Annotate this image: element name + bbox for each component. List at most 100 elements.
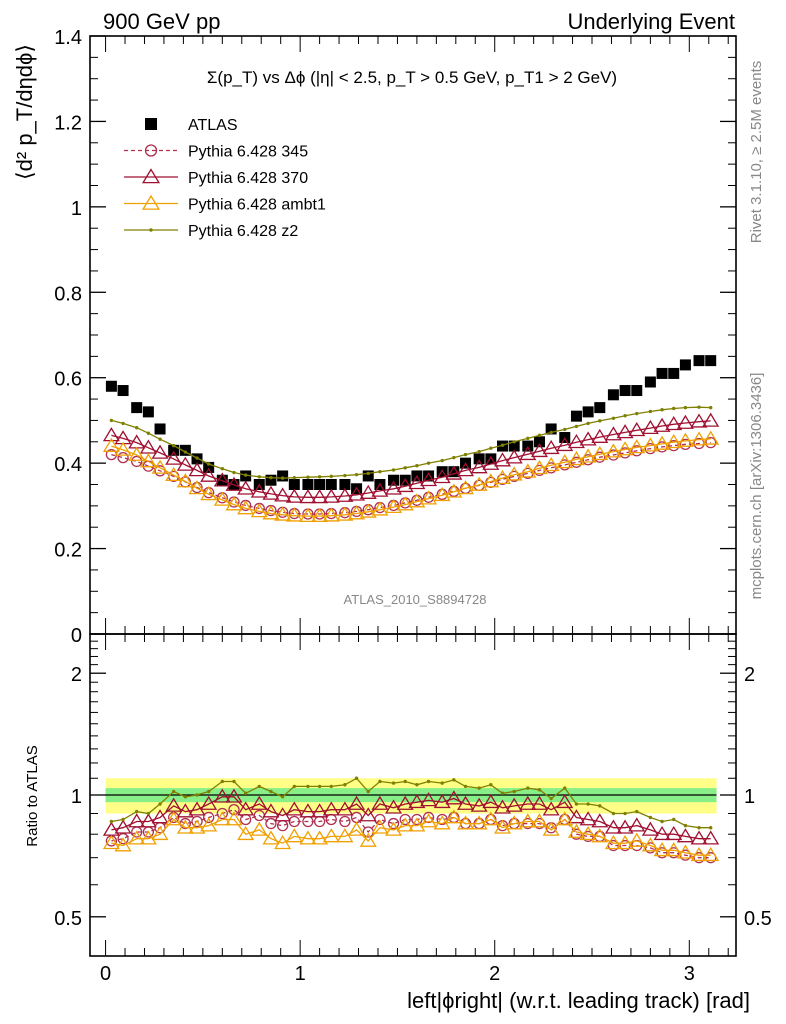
legend-marker-pythia-6-428-370 bbox=[141, 168, 161, 184]
ratio-point-pythia-6-428-345 bbox=[339, 815, 351, 828]
ratio-point-pythia-6-428-370 bbox=[420, 792, 438, 807]
point-atlas bbox=[302, 479, 314, 490]
ratio-point-pythia-6-428-345 bbox=[203, 811, 215, 824]
ratio-point-pythia-6-428-ambt1 bbox=[128, 830, 146, 845]
point-pythia-6-428-ambt1 bbox=[676, 432, 694, 447]
point-pythia-6-428-370 bbox=[322, 488, 340, 503]
ratio-point-pythia-6-428-ambt1 bbox=[151, 825, 169, 841]
point-pythia-6-428-370 bbox=[250, 483, 268, 498]
ratio-point-pythia-6-428-z2 bbox=[134, 809, 139, 814]
ratio-point-pythia-6-428-z2 bbox=[526, 786, 530, 790]
point-pythia-6-428-z2 bbox=[366, 471, 370, 476]
ratio-point-pythia-6-428-370 bbox=[519, 795, 537, 810]
ratio-point-pythia-6-428-ambt1 bbox=[385, 821, 403, 836]
ratio-point-pythia-6-428-z2 bbox=[366, 789, 370, 794]
legend-label-pythia-6-428-370: Pythia 6.428 370 bbox=[188, 170, 308, 187]
ratio-point-pythia-6-428-z2 bbox=[206, 789, 211, 794]
ratio-point-pythia-6-428-370 bbox=[200, 795, 218, 810]
ratio-point-pythia-6-428-z2 bbox=[563, 786, 567, 790]
ratio-point-pythia-6-428-z2 bbox=[672, 817, 676, 822]
ratio-point-pythia-6-428-z2 bbox=[195, 793, 199, 797]
point-pythia-6-428-z2 bbox=[257, 475, 261, 479]
point-pythia-6-428-ambt1 bbox=[336, 506, 354, 521]
point-atlas bbox=[508, 440, 520, 452]
point-atlas bbox=[362, 470, 374, 482]
ratio-point-pythia-6-428-370 bbox=[285, 801, 303, 816]
point-pythia-6-428-z2 bbox=[121, 421, 125, 426]
point-pythia-6-428-ambt1 bbox=[591, 445, 609, 461]
point-pythia-6-428-z2 bbox=[586, 421, 590, 426]
ratio-point-pythia-6-428-z2 bbox=[269, 789, 273, 794]
point-pythia-6-428-370 bbox=[665, 416, 683, 431]
point-atlas bbox=[644, 376, 656, 388]
point-pythia-6-428-ambt1 bbox=[616, 441, 634, 456]
point-atlas bbox=[448, 466, 460, 478]
point-pythia-6-428-z2 bbox=[660, 408, 664, 412]
ratio-point-pythia-6-428-370 bbox=[653, 825, 671, 841]
point-pythia-6-428-z2 bbox=[452, 455, 456, 460]
ratio-point-pythia-6-428-z2 bbox=[477, 786, 481, 790]
point-pythia-6-428-ambt1 bbox=[128, 446, 146, 461]
legend-marker-pythia-6-428-ambt1 bbox=[141, 194, 161, 210]
ratio-point-pythia-6-428-ambt1 bbox=[262, 830, 280, 845]
point-pythia-6-428-370 bbox=[262, 485, 280, 500]
ratio-point-pythia-6-428-ambt1 bbox=[505, 815, 523, 830]
ratio-point-pythia-6-428-z2 bbox=[243, 791, 248, 795]
point-pythia-6-428-ambt1 bbox=[385, 498, 403, 514]
point-pythia-6-428-z2 bbox=[648, 409, 653, 414]
point-atlas bbox=[533, 436, 545, 448]
point-atlas bbox=[436, 466, 448, 478]
point-pythia-6-428-z2 bbox=[697, 405, 701, 409]
ratio-point-pythia-6-428-370 bbox=[151, 809, 169, 824]
point-pythia-6-428-z2 bbox=[317, 475, 322, 479]
point-atlas bbox=[168, 444, 180, 456]
ratio-point-pythia-6-428-ambt1 bbox=[579, 825, 597, 841]
point-pythia-6-428-370 bbox=[567, 433, 585, 449]
header-right: Underlying Event bbox=[567, 9, 735, 34]
point-pythia-6-428-ambt1 bbox=[285, 507, 303, 522]
ratio-point-pythia-6-428-ambt1 bbox=[616, 834, 634, 850]
ratio-point-pythia-6-428-z2 bbox=[121, 817, 125, 822]
legend-marker-pythia-6-428-345 bbox=[144, 144, 158, 157]
point-pythia-6-428-z2 bbox=[598, 419, 602, 423]
point-atlas bbox=[277, 470, 289, 482]
point-pythia-6-428-370 bbox=[274, 487, 292, 502]
point-pythia-6-428-ambt1 bbox=[470, 476, 488, 491]
legend-label-pythia-6-428-z2: Pythia 6.428 z2 bbox=[188, 223, 298, 240]
point-atlas bbox=[314, 479, 326, 490]
point-pythia-6-428-370 bbox=[359, 484, 377, 499]
ratio-point-pythia-6-428-ambt1 bbox=[604, 834, 622, 850]
point-pythia-6-428-z2 bbox=[537, 433, 542, 438]
ratio-point-pythia-6-428-ambt1 bbox=[200, 817, 218, 832]
point-pythia-6-428-z2 bbox=[672, 406, 676, 411]
ratio-point-pythia-6-428-370 bbox=[482, 793, 500, 809]
y-tick-label: 1.4 bbox=[54, 27, 82, 49]
legend-label-pythia-6-428-ambt1: Pythia 6.428 ambt1 bbox=[188, 197, 326, 214]
point-pythia-6-428-370 bbox=[616, 424, 634, 439]
ratio-point-pythia-6-428-370 bbox=[299, 803, 317, 818]
ratio-point-pythia-6-428-ambt1 bbox=[530, 813, 548, 828]
ratio-point-pythia-6-428-345 bbox=[374, 813, 386, 826]
ratio-point-pythia-6-428-z2 bbox=[648, 815, 653, 820]
main-y-axis: 0 0.2 0.4 0.6 0.8 1 1.2 1.4 bbox=[54, 27, 736, 647]
ratio-point-pythia-6-428-ambt1 bbox=[556, 811, 574, 826]
ratio-point-pythia-6-428-ambt1 bbox=[250, 821, 268, 836]
ratio-line-pythia-6-428-370 bbox=[111, 796, 711, 840]
ratio-point-pythia-6-428-z2 bbox=[292, 784, 297, 789]
legend-marker-atlas bbox=[145, 118, 157, 130]
point-pythia-6-428-370 bbox=[470, 459, 488, 474]
ratio-point-pythia-6-428-345 bbox=[399, 813, 411, 826]
ratio-point-pythia-6-428-z2 bbox=[537, 788, 542, 792]
ratio-point-pythia-6-428-370 bbox=[359, 807, 377, 822]
ratio-point-pythia-6-428-345 bbox=[436, 813, 448, 826]
ratio-point-pythia-6-428-z2 bbox=[635, 809, 639, 814]
point-pythia-6-428-370 bbox=[641, 419, 659, 435]
point-pythia-6-428-ambt1 bbox=[482, 473, 500, 488]
point-pythia-6-428-370 bbox=[628, 421, 646, 437]
header-left: 900 GeV pp bbox=[103, 9, 220, 34]
ratio-point-pythia-6-428-z2 bbox=[403, 779, 407, 784]
point-pythia-6-428-370 bbox=[299, 489, 317, 504]
ratio-point-pythia-6-428-ambt1 bbox=[348, 821, 366, 836]
point-atlas bbox=[570, 410, 582, 422]
ratio-point-pythia-6-428-z2 bbox=[440, 781, 444, 785]
